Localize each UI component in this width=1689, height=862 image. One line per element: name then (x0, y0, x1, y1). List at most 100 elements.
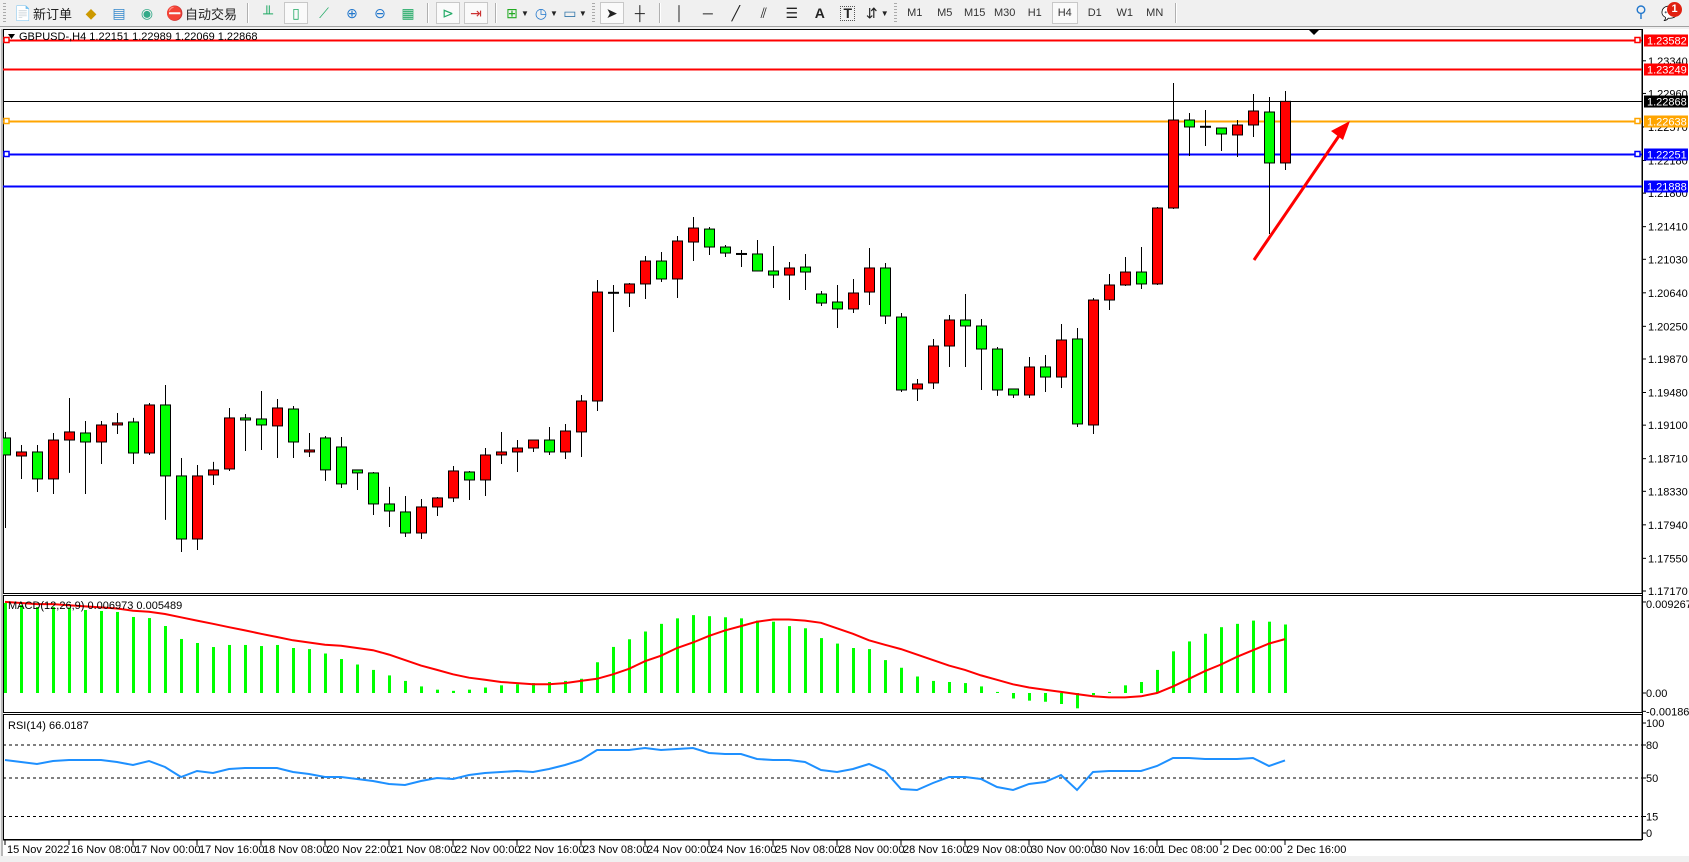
candle[interactable] (272, 398, 283, 458)
candle[interactable] (1072, 327, 1083, 427)
rsi-panel[interactable] (3, 744, 1642, 817)
candle[interactable] (144, 402, 155, 455)
timeframe-mn[interactable]: MN (1146, 7, 1164, 19)
candle[interactable] (32, 445, 43, 493)
bar-chart-button[interactable]: ╨ (256, 2, 280, 24)
search-button[interactable]: ⚲ (1629, 2, 1653, 24)
timeframe-d1[interactable]: D1 (1087, 7, 1102, 19)
candle[interactable] (160, 385, 171, 520)
candle[interactable] (192, 464, 203, 551)
candle[interactable] (208, 461, 219, 485)
candle[interactable] (416, 498, 427, 540)
candle[interactable] (928, 338, 939, 389)
timeframe-h4[interactable]: H4 (1051, 2, 1078, 24)
candle[interactable] (304, 432, 315, 457)
toolbar-grip[interactable] (591, 3, 595, 23)
candle[interactable] (128, 417, 139, 464)
candle[interactable] (512, 440, 523, 472)
candle[interactable] (48, 432, 59, 494)
candle[interactable] (736, 250, 747, 268)
candle[interactable] (960, 294, 971, 367)
zoom-in-button[interactable]: ⊕ (340, 2, 364, 24)
candle[interactable] (784, 261, 795, 301)
candle[interactable] (352, 469, 363, 490)
auto-scroll-button[interactable]: ⊳ (436, 2, 461, 24)
candle[interactable] (112, 412, 123, 435)
candle[interactable] (704, 226, 715, 256)
candle[interactable] (528, 439, 539, 452)
candle[interactable] (1248, 93, 1259, 138)
text-button[interactable]: A (808, 2, 832, 24)
candle[interactable] (176, 457, 187, 552)
indicators-button[interactable]: ⊞ ▼ (504, 2, 529, 24)
zoom-out-button[interactable]: ⊖ (368, 2, 392, 24)
candle[interactable] (480, 448, 491, 496)
candle[interactable] (832, 284, 843, 328)
candle[interactable] (816, 291, 827, 307)
candle[interactable] (496, 431, 507, 464)
candle[interactable] (848, 278, 859, 314)
timeframe-h1[interactable]: H1 (1027, 7, 1042, 19)
candle[interactable] (1216, 127, 1227, 152)
periods-button[interactable]: ◷ ▼ (533, 2, 558, 24)
candle[interactable] (1024, 357, 1035, 398)
arrows-button[interactable]: ⇵ ▼ (864, 2, 889, 24)
candle[interactable] (1136, 247, 1147, 290)
candle[interactable] (464, 470, 475, 500)
timeframe-w1[interactable]: W1 (1116, 7, 1133, 19)
chart-shift-button[interactable]: ⇥ (464, 2, 489, 24)
line-handle[interactable] (3, 36, 10, 44)
templates-button[interactable]: ▭ ▼ (562, 2, 587, 24)
line-handle[interactable] (1634, 150, 1641, 158)
candle[interactable] (880, 262, 891, 325)
candle[interactable] (64, 397, 75, 473)
candlestick-chart-button[interactable]: ▯ (284, 2, 309, 24)
candle[interactable] (368, 471, 379, 515)
candle[interactable] (96, 420, 107, 464)
candle[interactable] (240, 413, 251, 452)
candle[interactable] (592, 280, 603, 411)
candle[interactable] (288, 405, 299, 458)
timeframe-m5[interactable]: M5 (937, 7, 953, 19)
chart-shift-marker-icon[interactable] (1309, 30, 1319, 35)
candle[interactable] (752, 240, 763, 272)
candle[interactable] (1168, 82, 1179, 210)
candle[interactable] (16, 445, 27, 479)
candle[interactable] (1232, 120, 1243, 158)
tile-windows-button[interactable]: ▦ (396, 2, 420, 24)
candle[interactable] (1040, 355, 1051, 392)
new-order-button[interactable]: 📄 新订单 (11, 2, 75, 24)
line-handle[interactable] (3, 150, 10, 158)
candle[interactable] (1056, 324, 1067, 388)
candle[interactable] (544, 426, 555, 455)
candle[interactable] (400, 495, 411, 537)
candle[interactable] (608, 284, 619, 332)
navigator-button[interactable]: ▤ (107, 2, 131, 24)
candle[interactable] (640, 256, 651, 300)
fibonacci-button[interactable]: ☰ (780, 2, 804, 24)
candle[interactable] (992, 346, 1003, 396)
signals-button[interactable]: ◉ (135, 2, 159, 24)
candle[interactable] (336, 437, 347, 488)
candle[interactable] (1280, 90, 1291, 171)
vertical-line-button[interactable]: │ (668, 2, 692, 24)
text-label-button[interactable]: T (836, 2, 860, 24)
candle[interactable] (768, 245, 779, 289)
trend-arrow[interactable] (1252, 121, 1350, 261)
candle[interactable] (1, 431, 11, 529)
candle[interactable] (1104, 273, 1115, 311)
candle[interactable] (80, 420, 91, 494)
macd-panel[interactable] (4, 600, 1287, 709)
line-handle[interactable] (1634, 117, 1641, 125)
horizontal-line-button[interactable]: ─ (696, 2, 720, 24)
crosshair-button[interactable]: ┼ (628, 2, 652, 24)
toolbar-grip[interactable] (3, 3, 6, 23)
candle[interactable] (224, 407, 235, 471)
candle[interactable] (864, 248, 875, 306)
candle[interactable] (688, 217, 699, 262)
line-chart-button[interactable]: ⟋ (312, 2, 336, 24)
equidistant-channel-button[interactable]: ⫽ (752, 2, 776, 24)
auto-trading-button[interactable]: ⛔ 自动交易 (163, 2, 240, 24)
timeframe-m30[interactable]: M30 (994, 7, 1016, 19)
